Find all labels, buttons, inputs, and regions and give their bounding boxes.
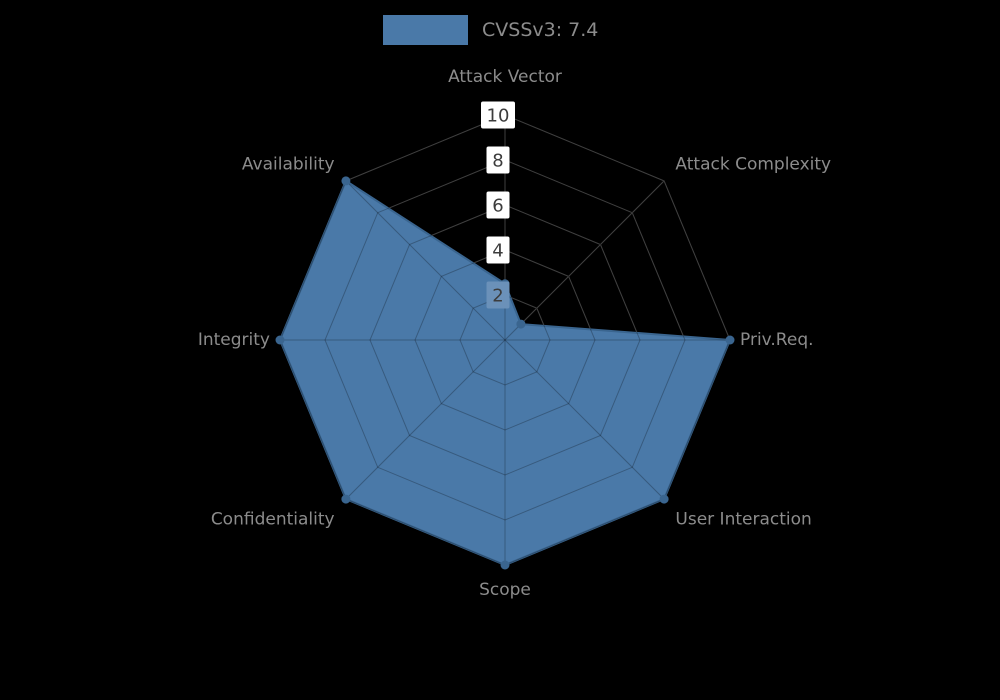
radial-tick-label: 4	[492, 241, 503, 262]
radial-tick-label: 10	[487, 106, 510, 127]
category-label-attack-vector: Attack Vector	[448, 67, 562, 87]
vertex-marker	[341, 176, 351, 186]
vertex-marker	[725, 335, 735, 345]
category-label-scope: Scope	[479, 580, 531, 600]
category-label-availability: Availability	[242, 155, 335, 175]
radial-tick-label: 2	[492, 286, 503, 307]
grid-spoke-overlay	[345, 339, 506, 500]
radial-tick-box	[486, 281, 510, 309]
radial-tick-box	[486, 236, 510, 264]
grid-spoke	[504, 180, 665, 341]
grid-spoke-overlay	[504, 339, 665, 500]
vertex-marker	[275, 335, 285, 345]
vertex-marker	[659, 494, 669, 504]
grid-ring-overlay	[369, 204, 641, 476]
vertex-marker	[341, 494, 351, 504]
category-label-confidentiality: Confidentiality	[211, 509, 335, 529]
grid-spoke-overlay	[345, 180, 506, 341]
grid-ring-overlay	[324, 159, 686, 521]
legend-swatch	[383, 15, 468, 45]
radial-tick-box	[486, 191, 510, 219]
vertex-marker	[500, 560, 510, 570]
grid-ring-overlay	[459, 294, 551, 386]
legend: CVSSv3: 7.4	[383, 15, 598, 45]
category-label-priv-req: Priv.Req.	[740, 330, 814, 350]
vertex-marker	[516, 319, 526, 329]
grid-ring-overlay	[414, 249, 596, 431]
radial-tick-box	[486, 146, 510, 174]
legend-label: CVSSv3: 7.4	[482, 19, 599, 41]
category-label-attack-complexity: Attack Complexity	[675, 155, 831, 175]
radial-tick-label: 6	[492, 196, 503, 217]
radial-tick-label: 8	[492, 151, 503, 172]
radial-tick-box	[481, 101, 515, 129]
category-label-integrity: Integrity	[198, 330, 270, 350]
category-label-user-interaction: User Interaction	[675, 509, 811, 529]
grid-spoke-overlay	[504, 180, 665, 341]
